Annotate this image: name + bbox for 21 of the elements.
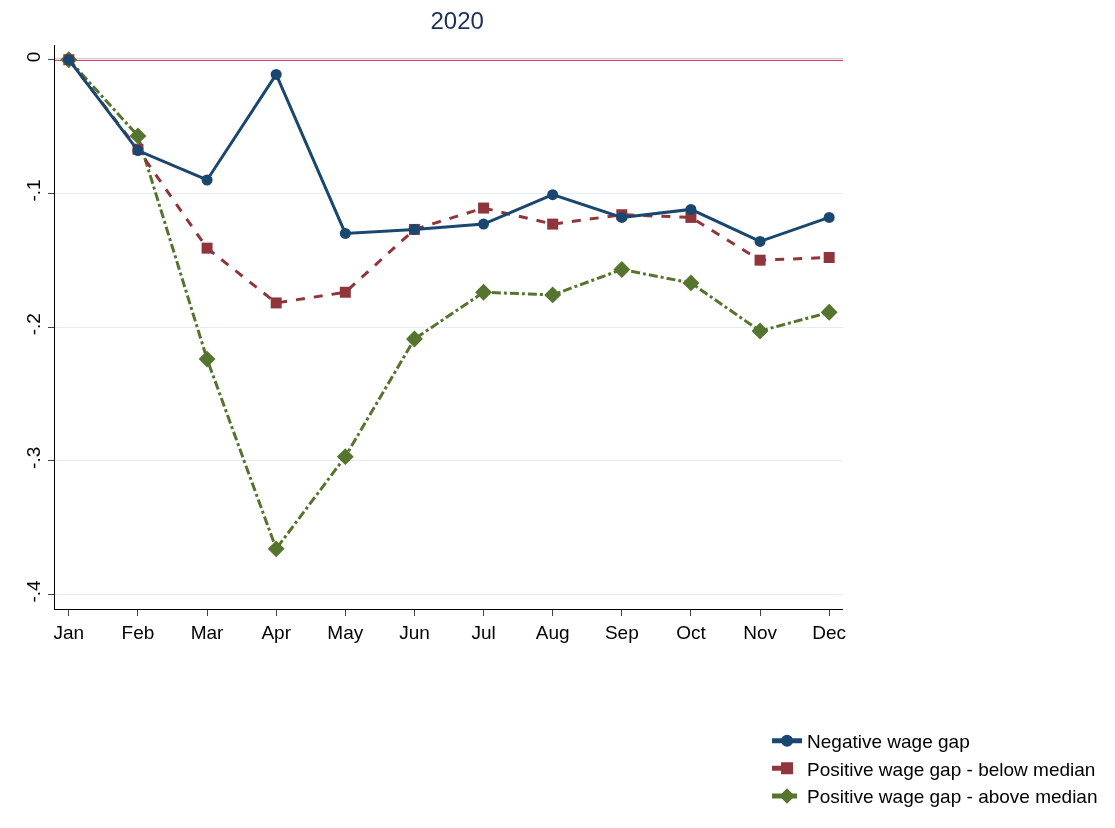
x-tick-label: Feb xyxy=(121,621,155,643)
legend-label: Positive wage gap - below median xyxy=(807,758,1096,780)
x-tick-label: Aug xyxy=(535,621,570,643)
chart-title: 2020 xyxy=(430,7,484,35)
y-tick-label: -.2 xyxy=(23,313,45,336)
x-tick-label: Apr xyxy=(261,621,292,643)
legend-label: Positive wage gap - above median xyxy=(807,786,1098,808)
y-tick-label: -.1 xyxy=(23,179,45,202)
y-tick-label: -.4 xyxy=(23,579,45,603)
x-tick-label: Mar xyxy=(190,621,225,643)
x-tick-label: Sep xyxy=(604,621,639,643)
x-tick-label: Jan xyxy=(53,621,85,643)
x-tick-label: Oct xyxy=(676,621,707,643)
legend-label: Negative wage gap xyxy=(807,731,970,753)
x-tick-label: Dec xyxy=(812,621,847,643)
y-tick-label: 0 xyxy=(23,51,45,63)
x-tick-label: Jun xyxy=(399,621,430,643)
y-tick-label: -.3 xyxy=(23,446,45,469)
x-tick-label: Nov xyxy=(743,621,778,643)
x-tick-label: Jul xyxy=(471,621,496,643)
x-tick-label: May xyxy=(327,621,364,643)
